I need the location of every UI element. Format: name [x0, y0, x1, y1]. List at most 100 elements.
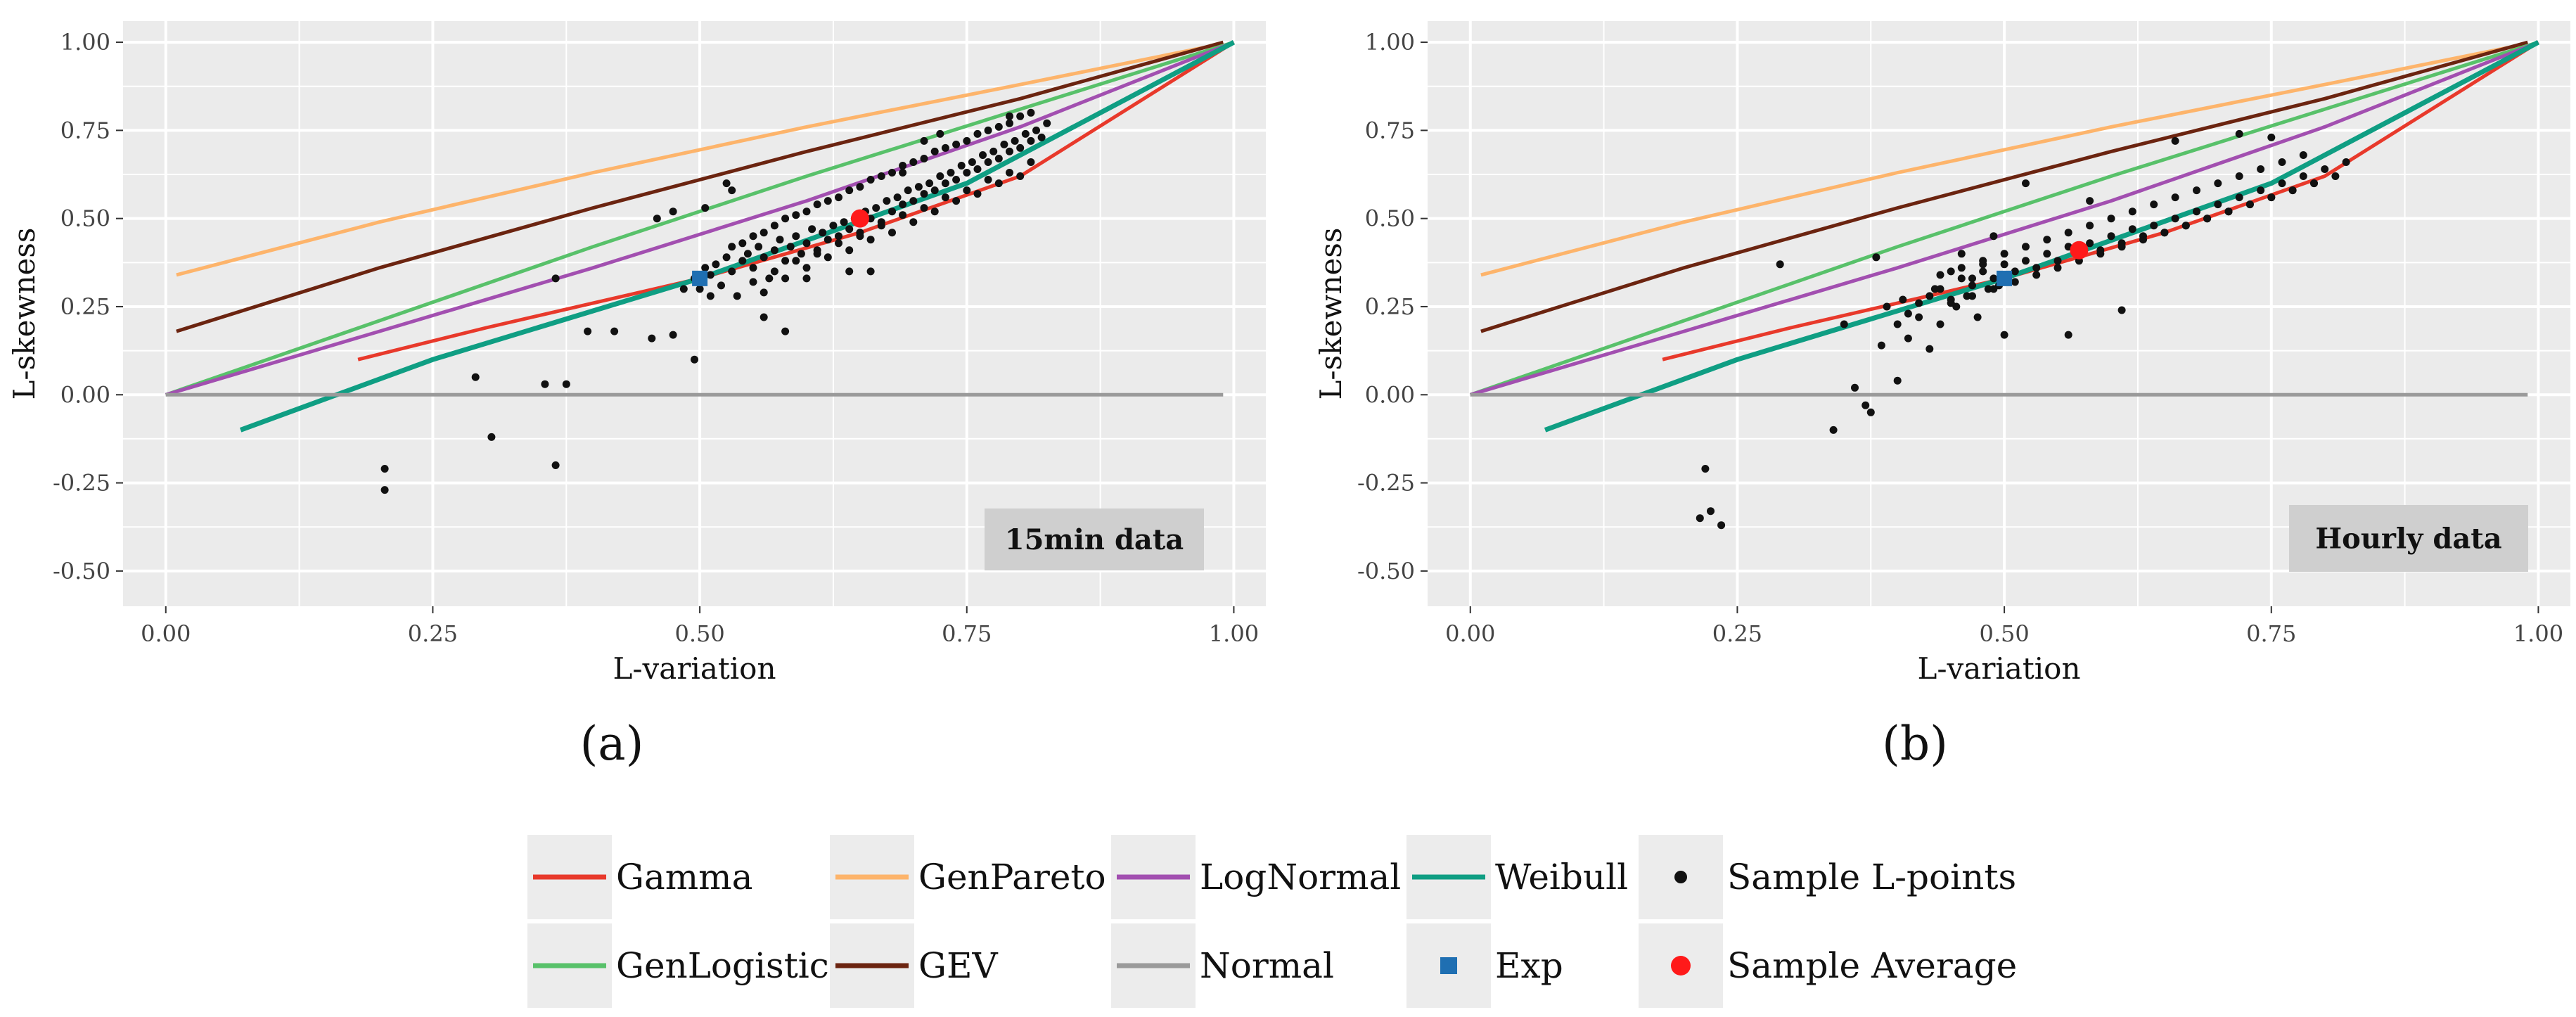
sample-l-point	[2150, 222, 2158, 230]
badge-text: 15min data	[1005, 523, 1184, 556]
sample-l-point	[2331, 172, 2340, 180]
sample-l-point	[487, 433, 496, 441]
sample-l-point	[1989, 285, 1998, 293]
sample-l-point	[1032, 126, 1040, 134]
sample-l-point	[941, 179, 949, 188]
sample-l-point	[984, 158, 992, 166]
y-tick-label: 0.75	[60, 117, 110, 143]
sample-l-point	[380, 486, 389, 494]
sample-l-point	[551, 461, 560, 469]
sample-l-point	[984, 126, 992, 134]
sample-l-point	[2043, 250, 2051, 258]
badge-background	[2289, 505, 2528, 572]
legend-label: GEV	[918, 945, 998, 986]
sample-l-point	[2224, 207, 2233, 216]
sample-l-point	[2022, 179, 2030, 188]
sample-l-point	[2128, 207, 2136, 216]
sample-l-point	[1027, 158, 1035, 166]
sample-l-point	[1866, 408, 1875, 416]
sample-l-point	[728, 243, 736, 251]
sample-l-point	[1930, 285, 1939, 293]
sample-l-point	[781, 215, 790, 223]
sample-l-point	[920, 155, 928, 162]
sample-l-point	[883, 197, 891, 205]
sample-l-point	[1979, 267, 1987, 276]
sample-l-point	[1968, 281, 1976, 290]
sample-l-point	[2278, 158, 2286, 166]
sample-l-point	[2128, 225, 2136, 234]
sample-l-point	[2053, 264, 2062, 272]
sample-l-point	[1037, 133, 1046, 141]
legend-swatch-sample-average	[1671, 956, 1691, 976]
sample-l-point	[866, 236, 875, 244]
sample-l-point	[1947, 299, 1955, 307]
sample-l-point	[749, 278, 757, 286]
sample-l-point	[1936, 285, 1944, 293]
sample-l-point	[909, 218, 918, 226]
x-tick-label: 1.00	[1209, 620, 1259, 647]
sample-l-point	[1006, 169, 1013, 177]
sample-l-point	[2203, 215, 2212, 223]
sample-l-point	[829, 222, 838, 230]
sample-average-point	[2070, 241, 2089, 260]
series-line-gamma	[357, 40, 1235, 362]
sample-l-point	[994, 155, 1003, 162]
sample-points	[380, 108, 1051, 494]
y-tick-label: 0.00	[1365, 381, 1415, 408]
sample-average-point	[850, 209, 869, 228]
sample-l-point	[1979, 257, 1987, 265]
sample-l-point	[1006, 147, 1013, 155]
legend-swatch-sample-l-points	[1674, 871, 1687, 883]
sample-l-point	[1021, 129, 1030, 138]
x-tick-label: 0.25	[1712, 620, 1762, 647]
sample-l-point	[1701, 465, 1710, 473]
sample-l-point	[679, 285, 688, 293]
sample-l-point	[973, 165, 982, 173]
sample-l-point	[963, 186, 971, 195]
sample-l-point	[914, 183, 923, 191]
sample-l-point	[802, 239, 811, 248]
sample-l-point	[541, 380, 549, 388]
x-tick-label: 0.00	[141, 620, 191, 647]
sample-l-point	[722, 179, 731, 188]
sample-l-point	[738, 257, 747, 265]
sample-l-point	[653, 215, 661, 223]
chart-panel-b: 0.00 0.25 0.50 0.75 1.00 -0.50 -0.25 0.00 0.25 0.…	[1314, 21, 2570, 771]
sample-l-point	[2000, 260, 2008, 269]
sample-l-point	[1957, 274, 1966, 283]
y-tick-label: 1.00	[60, 29, 110, 56]
badge-text: Hourly data	[2315, 523, 2501, 556]
legend-label: GenPareto	[918, 857, 1106, 897]
sample-l-point	[1957, 250, 1966, 258]
sample-l-point	[701, 204, 710, 212]
sample-l-point	[2000, 331, 2008, 339]
sample-l-point	[989, 147, 998, 155]
sample-l-point	[888, 207, 896, 216]
sample-l-point	[2096, 250, 2105, 258]
sample-l-point	[1006, 112, 1013, 120]
sample-l-point	[893, 193, 902, 202]
sample-l-point	[2086, 239, 2094, 248]
y-tick-label: -0.25	[53, 470, 110, 497]
sample-l-point	[845, 267, 854, 276]
sample-l-point	[770, 222, 778, 230]
sample-l-point	[968, 158, 976, 166]
legend-label: Normal	[1200, 945, 1334, 986]
sample-l-point	[2181, 222, 2190, 230]
sample-l-point	[1011, 136, 1019, 145]
sample-l-point	[909, 197, 918, 205]
sample-l-point	[824, 253, 832, 262]
sample-l-point	[856, 183, 864, 191]
panel-label-b: (b)	[1882, 717, 1948, 771]
sample-l-point	[835, 239, 842, 248]
legend-label: GenLogistic	[616, 945, 829, 986]
exp-point	[1997, 270, 2013, 286]
sample-l-point	[728, 186, 736, 195]
x-tick-label: 0.75	[942, 620, 992, 647]
sample-l-point	[2299, 172, 2307, 180]
sample-l-point	[2011, 278, 2019, 286]
sample-l-point	[2043, 236, 2051, 244]
sample-l-point	[941, 143, 949, 152]
sample-l-point	[877, 222, 885, 230]
sample-l-point	[2032, 271, 2041, 279]
